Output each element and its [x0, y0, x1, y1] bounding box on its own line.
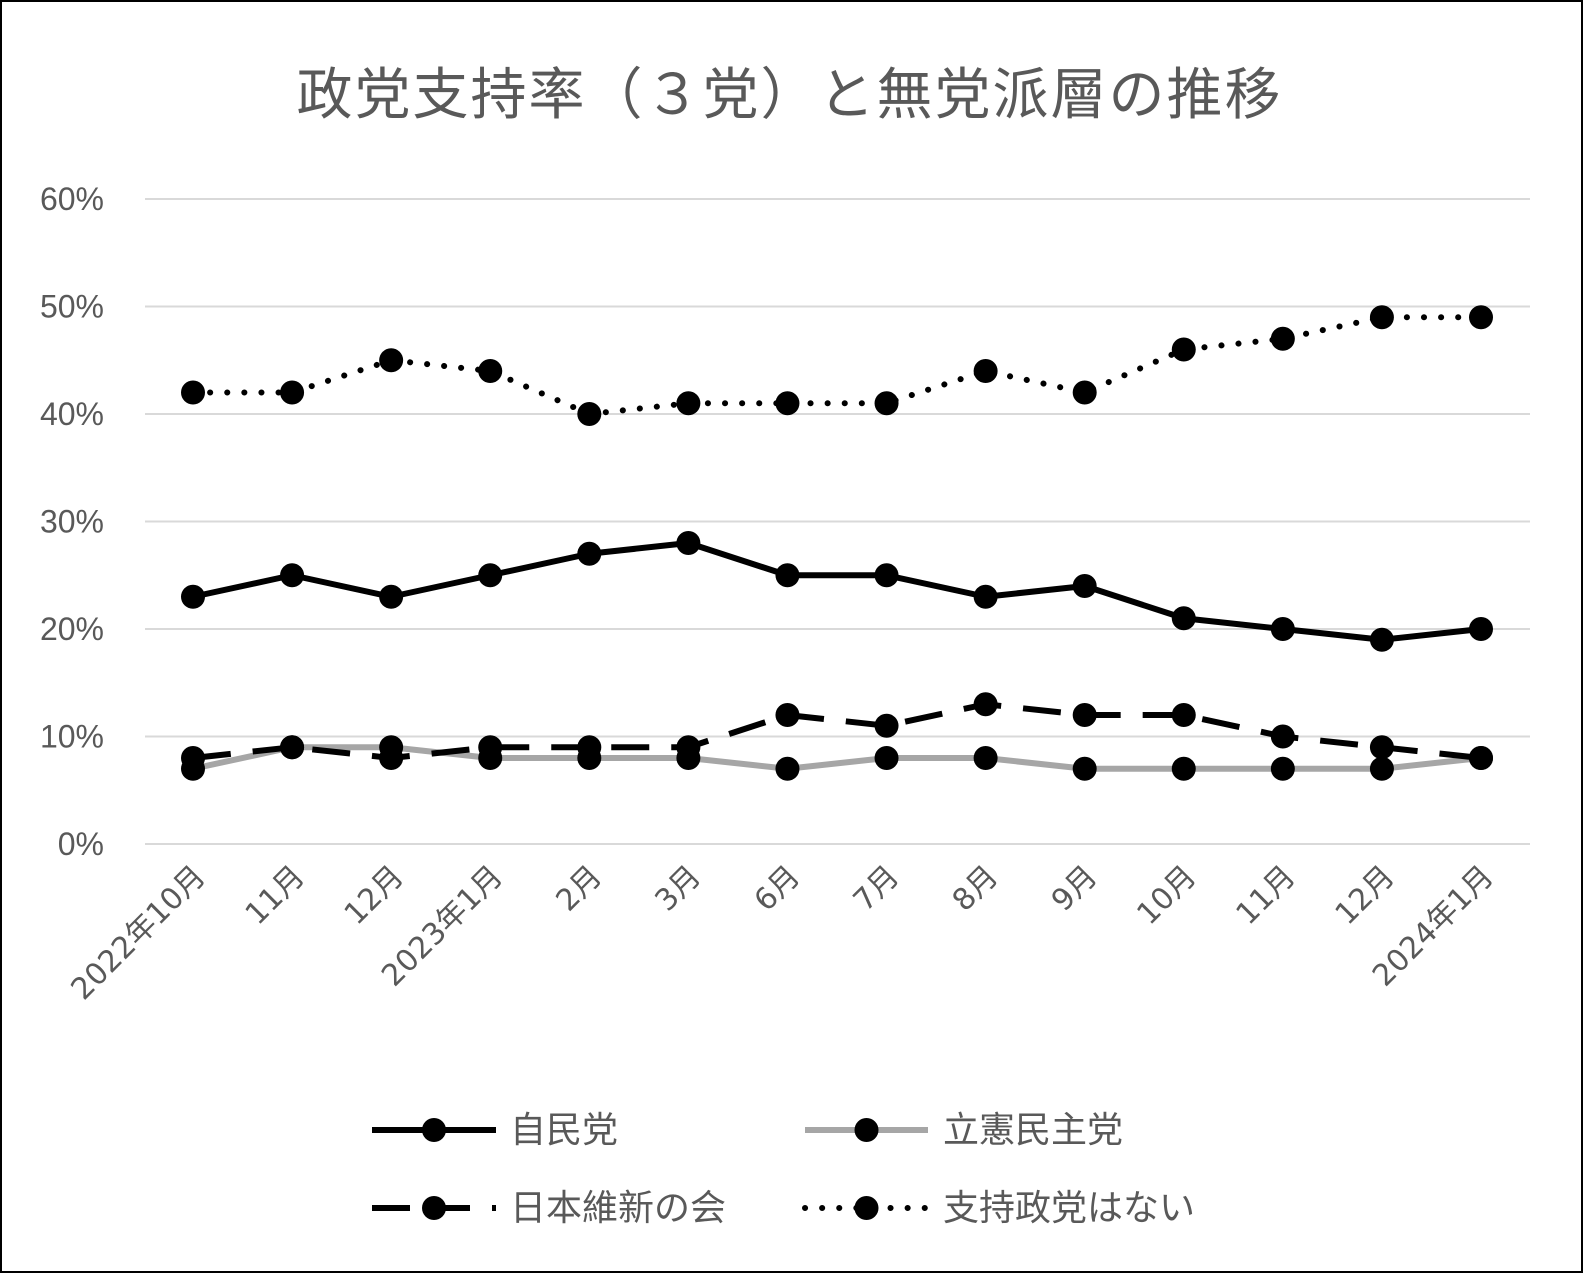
data-point [1072, 703, 1097, 727]
legend-item: 自民党 [372, 1110, 618, 1151]
data-point [1270, 617, 1295, 641]
series-layer [181, 305, 1493, 781]
y-tick-label: 30% [40, 504, 104, 540]
data-point [973, 746, 998, 770]
data-point [379, 584, 404, 609]
data-point [280, 735, 305, 760]
data-point [1369, 735, 1394, 760]
y-tick-label: 50% [40, 289, 104, 325]
legend-label: 自民党 [510, 1110, 618, 1151]
data-point [577, 735, 602, 760]
data-point [676, 735, 701, 760]
data-point [577, 402, 602, 426]
data-point [973, 584, 998, 609]
data-point [1171, 337, 1196, 362]
legend-label: 日本維新の会 [510, 1188, 726, 1229]
legend-item: 立憲民主党 [805, 1110, 1123, 1151]
data-point [280, 380, 305, 405]
data-point [1171, 606, 1196, 631]
data-point [775, 703, 800, 727]
data-point [1171, 756, 1196, 781]
legend-swatch-marker [854, 1196, 879, 1220]
x-tick-label: 3月 [649, 859, 708, 918]
x-tick-label: 2月 [550, 859, 609, 918]
data-point [874, 713, 899, 738]
data-point [676, 391, 701, 416]
legend-swatch-marker [854, 1118, 879, 1142]
legend-swatch-marker [422, 1196, 446, 1220]
data-point [1072, 380, 1097, 405]
y-tick-label: 20% [40, 611, 104, 647]
y-tick-label: 60% [40, 181, 104, 217]
data-point [1369, 627, 1394, 652]
series-2 [181, 692, 1493, 770]
data-point [1171, 703, 1196, 727]
data-point [973, 692, 998, 717]
data-point [1469, 746, 1493, 770]
data-point [181, 380, 205, 405]
data-point [1469, 617, 1493, 641]
chart-title: 政党支持率（３党）と無党派層の推移 [296, 63, 1283, 128]
x-tick-label: 11月 [1230, 859, 1303, 932]
data-point [1369, 305, 1394, 330]
series-line [192, 701, 1482, 761]
data-point [478, 359, 503, 383]
legend-swatch-marker [422, 1118, 446, 1142]
y-tick-label: 40% [40, 396, 104, 432]
data-point [478, 735, 503, 760]
x-tick-label: 12月 [338, 859, 411, 932]
x-tick-label: 12月 [1329, 859, 1402, 932]
data-point [775, 391, 800, 416]
y-axis: 0% 10% 20% 30% 40% 50% 60% [40, 181, 104, 862]
legend-item: 支持政党はない [802, 1188, 1195, 1229]
data-point [973, 359, 998, 383]
legend-item: 日本維新の会 [372, 1188, 726, 1229]
series-line [190, 314, 1484, 417]
x-tick-label: 10月 [1130, 859, 1203, 932]
data-point [181, 746, 205, 770]
x-tick-label: 7月 [847, 859, 906, 918]
data-point [1270, 756, 1295, 781]
data-point [1469, 305, 1493, 330]
data-point [775, 563, 800, 588]
x-tick-label: 11月 [239, 859, 312, 932]
data-point [577, 541, 602, 566]
y-tick-label: 10% [40, 719, 104, 755]
data-point [676, 531, 701, 555]
data-point [775, 756, 800, 781]
y-tick-label: 0% [58, 826, 104, 862]
series-3 [181, 305, 1493, 426]
data-point [874, 391, 899, 416]
series-0 [181, 531, 1493, 652]
data-point [874, 563, 899, 588]
data-point [379, 348, 404, 373]
x-tick-label: 6月 [748, 859, 807, 918]
data-point [379, 746, 404, 770]
series-line [192, 540, 1482, 643]
data-point [478, 563, 503, 588]
x-tick-label: 8月 [946, 859, 1005, 918]
data-point [874, 746, 899, 770]
data-point [1072, 756, 1097, 781]
data-point [1270, 326, 1295, 351]
legend-label: 支持政党はない [943, 1188, 1195, 1229]
data-point [1270, 724, 1295, 749]
data-point [1072, 574, 1097, 598]
data-point [1369, 756, 1394, 781]
x-tick-label: 2022年10月 [64, 859, 212, 1007]
data-point [181, 584, 205, 609]
data-point [280, 563, 305, 588]
series-line [192, 744, 1482, 772]
x-tick-label: 9月 [1045, 859, 1104, 918]
legend-label: 立憲民主党 [943, 1110, 1123, 1151]
